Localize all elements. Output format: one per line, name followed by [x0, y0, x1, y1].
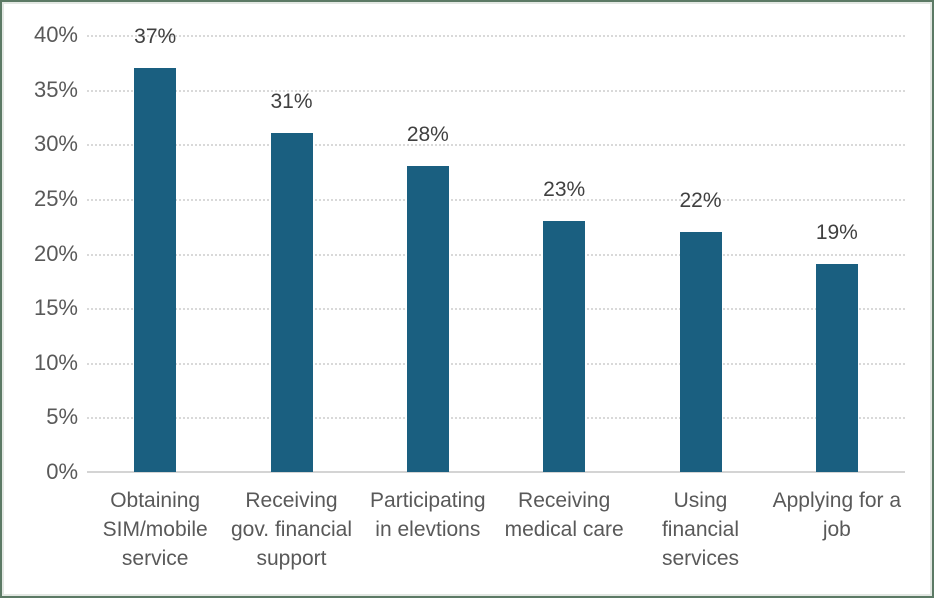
y-gridline — [87, 144, 905, 147]
y-axis-tick-label: 20% — [33, 240, 78, 266]
bar-value-label: 22% — [679, 188, 722, 212]
y-gridline — [87, 198, 905, 201]
x-axis-category-label: Applying for a job — [772, 489, 902, 541]
x-axis-category-label: Participating in elevtions — [370, 489, 486, 541]
y-axis-tick-label: 35% — [33, 76, 78, 102]
y-gridline — [87, 253, 905, 256]
bar-value-label: 28% — [406, 123, 449, 147]
y-axis-tick-label: 30% — [33, 131, 78, 157]
x-axis-category-label: Obtaining SIM/mobile service — [102, 489, 208, 570]
y-axis-tick-label: 25% — [33, 185, 78, 211]
bar-value-label: 31% — [270, 90, 313, 114]
y-axis-tick-label: 5% — [46, 404, 78, 430]
y-gridline — [87, 308, 905, 311]
bar-5 — [679, 231, 722, 472]
bar-value-label: 19% — [815, 221, 858, 245]
x-axis-category-label: Receiving gov. financial support — [230, 489, 353, 570]
bar-2 — [270, 133, 313, 472]
x-axis-line — [87, 471, 905, 473]
bar-value-label: 23% — [543, 177, 586, 201]
bar-4 — [543, 220, 586, 472]
y-gridline — [87, 417, 905, 420]
y-axis-tick-label: 40% — [33, 22, 78, 47]
x-axis-category-label: Receiving medical care — [504, 489, 624, 541]
y-axis-tick-label: 10% — [33, 349, 78, 375]
y-axis-tick-label: 0% — [46, 459, 78, 484]
x-axis-category-label: Using financial services — [661, 489, 740, 570]
y-gridline — [87, 362, 905, 365]
bar-value-label: 37% — [134, 24, 177, 48]
bar-6 — [815, 264, 858, 472]
y-axis-tick-label: 15% — [33, 295, 78, 321]
y-gridline — [87, 89, 905, 92]
bar-1 — [134, 67, 177, 472]
y-gridline — [87, 35, 905, 37]
bar-3 — [406, 166, 449, 472]
